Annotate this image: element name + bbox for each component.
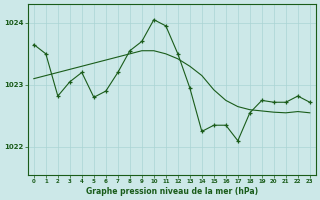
X-axis label: Graphe pression niveau de la mer (hPa): Graphe pression niveau de la mer (hPa) (86, 187, 258, 196)
